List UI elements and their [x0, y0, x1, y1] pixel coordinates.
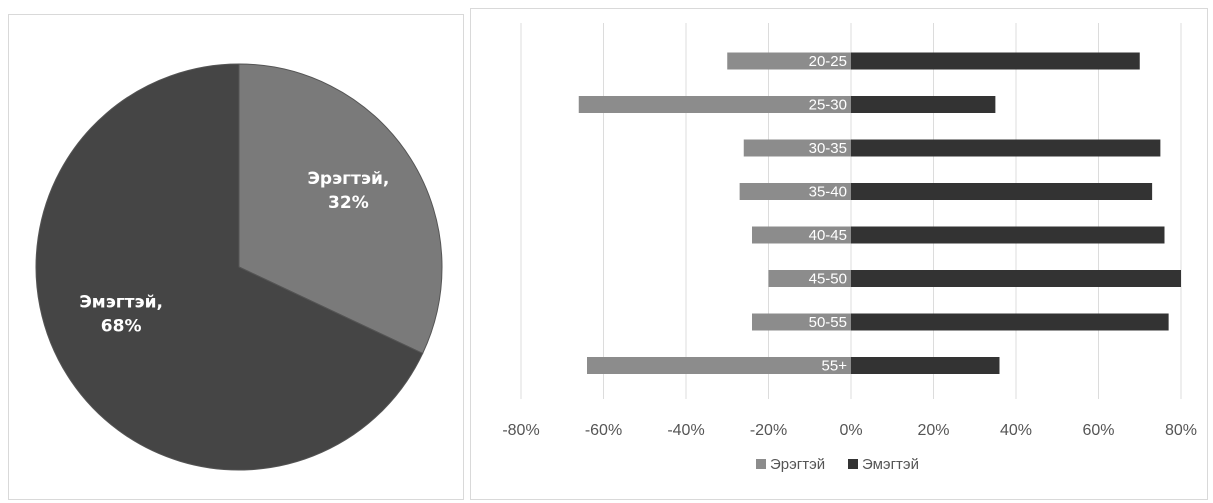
bar-female [851, 357, 1000, 374]
category-label: 40-45 [809, 227, 847, 244]
x-tick-label: 80% [1165, 422, 1197, 439]
bar-female [851, 183, 1153, 200]
x-tick-label: -40% [667, 422, 704, 439]
bar-female [851, 139, 1161, 157]
x-tick-label: 0% [839, 422, 862, 439]
x-tick-label: 20% [917, 422, 949, 439]
pie-percent-female: 68% [101, 316, 142, 336]
bar-male [739, 183, 851, 200]
pie-label-female: Эмэгтэй, [79, 292, 163, 312]
bar-female [851, 270, 1181, 287]
legend-swatch-female [848, 459, 858, 469]
bar-male [587, 357, 851, 374]
x-tick-label: 40% [1000, 422, 1032, 439]
category-label: 30-35 [809, 140, 847, 157]
legend-label-male: Эрэгтэй [770, 456, 825, 473]
bar-female [851, 313, 1169, 331]
bar-male [768, 270, 851, 287]
bar-chart: -80% -60% -40% -20% 0% 20% 40% 60% 80% 20-25 25-30… [502, 23, 1197, 473]
pie-chart-panel: Эрэгтэй, 32% Эмэгтэй, 68% [8, 14, 464, 500]
pie-slice-female [35, 63, 424, 471]
bar-female [851, 96, 996, 113]
legend-label-female: Эмэгтэй [862, 456, 919, 473]
x-tick-label: -80% [502, 422, 539, 439]
category-label: 20-25 [809, 53, 847, 70]
category-label: 50-55 [809, 314, 847, 331]
x-tick-label: 60% [1082, 422, 1114, 439]
pie-slice-male [238, 63, 443, 355]
bar-male [727, 52, 851, 70]
bar-chart-panel: -80% -60% -40% -20% 0% 20% 40% 60% 80% 20-25 25-30… [470, 8, 1208, 500]
category-label: 25-30 [809, 97, 847, 114]
bar-male [578, 96, 851, 113]
category-label: 55+ [822, 358, 848, 375]
bar-female [851, 226, 1165, 244]
legend-swatch-male [756, 459, 766, 469]
pie-label-male: Эрэгтэй, [307, 169, 389, 189]
x-tick-label: -60% [585, 422, 622, 439]
category-label: 45-50 [809, 271, 847, 288]
category-label: 35-40 [809, 184, 847, 201]
bar-male [743, 139, 851, 157]
bar-female [851, 52, 1140, 70]
bar-male [752, 226, 851, 244]
pie-percent-male: 32% [328, 193, 369, 213]
bar-male [752, 313, 851, 331]
pie-chart: Эрэгтэй, 32% Эмэгтэй, 68% [35, 63, 443, 471]
x-tick-label: -20% [750, 422, 787, 439]
